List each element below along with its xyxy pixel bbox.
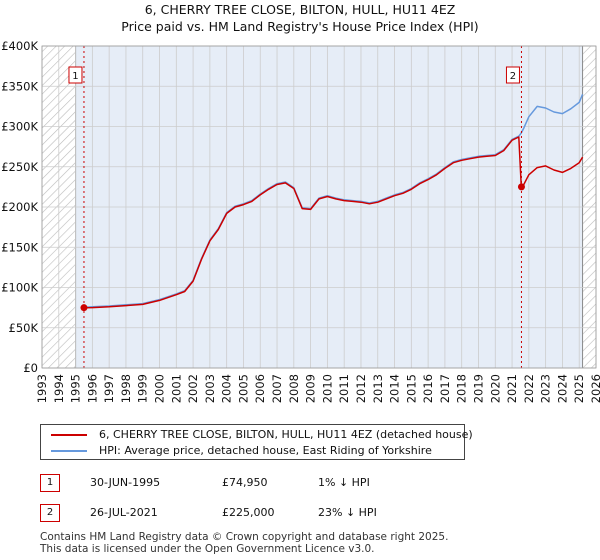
x-tick-label: 2006 xyxy=(253,374,267,403)
x-tick-label: 2019 xyxy=(471,374,485,403)
sale-price: £74,950 xyxy=(222,476,268,489)
property-price-line xyxy=(83,136,584,309)
sale-number-badge: 1 xyxy=(40,474,60,492)
x-tick-label: 1997 xyxy=(102,374,116,403)
x-tick-label: 1998 xyxy=(119,374,133,403)
chart-legend: 6, CHERRY TREE CLOSE, BILTON, HULL, HU11… xyxy=(40,424,473,460)
x-tick-label: 1994 xyxy=(52,374,66,403)
y-tick-label: £200K xyxy=(1,200,38,214)
y-tick-label: £100K xyxy=(1,281,38,295)
sale-row-2: 2 26-JUL-2021 £225,000 23% ↓ HPI xyxy=(40,504,560,522)
legend-swatch-property xyxy=(51,434,87,436)
plot-frame xyxy=(41,45,597,369)
x-tick-label: 2001 xyxy=(169,374,183,403)
chart-title: 6, CHERRY TREE CLOSE, BILTON, HULL, HU11… xyxy=(0,1,600,35)
x-tick-label: 2012 xyxy=(354,374,368,403)
y-tick-label: £400K xyxy=(1,39,38,53)
sale-point-1 xyxy=(80,304,88,312)
footer-copyright: Contains HM Land Registry data © Crown c… xyxy=(40,531,449,543)
legend-label-property: 6, CHERRY TREE CLOSE, BILTON, HULL, HU11… xyxy=(99,428,473,441)
x-tick-label: 1993 xyxy=(35,374,49,403)
x-tick-label: 2018 xyxy=(455,374,469,403)
x-tick-label: 2013 xyxy=(371,374,385,403)
x-tick-label: 1995 xyxy=(69,374,83,403)
y-tick-label: £250K xyxy=(1,160,38,174)
sale-price: £225,000 xyxy=(222,506,275,519)
footer-licence: This data is licensed under the Open Gov… xyxy=(40,543,375,555)
x-tick-label: 2008 xyxy=(287,374,301,403)
x-tick-label: 2000 xyxy=(153,374,167,403)
title-address: 6, CHERRY TREE CLOSE, BILTON, HULL, HU11… xyxy=(144,2,456,17)
x-tick-label: 2004 xyxy=(220,374,234,403)
x-tick-label: 2021 xyxy=(505,374,519,403)
sale-number-badge: 2 xyxy=(40,504,60,522)
x-tick-label: 2010 xyxy=(320,374,334,403)
price-chart: 1 2 £0 £50K £100K £150K £200K £250K £300K £350K £… xyxy=(1,39,600,403)
x-tick-label: 2011 xyxy=(337,374,351,403)
title-subtitle: Price paid vs. HM Land Registry's House … xyxy=(121,19,479,34)
x-tick-label: 2020 xyxy=(488,374,502,403)
x-tick-label: 1999 xyxy=(136,374,150,403)
x-tick-label: 2017 xyxy=(438,374,452,403)
x-tick-label: 2007 xyxy=(270,374,284,403)
x-tick-label: 2016 xyxy=(421,374,435,403)
sale-badge-label-2: 2 xyxy=(510,71,516,82)
x-tick-label: 2002 xyxy=(186,374,200,403)
x-tick-label: 2015 xyxy=(404,374,418,403)
legend-swatch-hpi xyxy=(51,450,87,452)
y-tick-label: £300K xyxy=(1,120,38,134)
x-tick-label: 2009 xyxy=(304,374,318,403)
x-tick-label: 2014 xyxy=(388,374,402,403)
sale-hpi-diff: 23% ↓ HPI xyxy=(318,506,377,519)
sale-hpi-diff: 1% ↓ HPI xyxy=(318,476,370,489)
x-tick-label: 2023 xyxy=(539,374,553,403)
y-tick-label: £50K xyxy=(9,321,39,335)
x-tick-label: 2025 xyxy=(572,374,586,403)
sale-badge-2 xyxy=(505,66,520,84)
x-tick-label: 2005 xyxy=(236,374,250,403)
x-tick-label: 1996 xyxy=(85,374,99,403)
x-tick-label: 2026 xyxy=(589,374,600,403)
legend-label-hpi: HPI: Average price, detached house, East… xyxy=(99,444,432,457)
x-tick-label: 2003 xyxy=(203,374,217,403)
y-tick-label: £0 xyxy=(23,361,38,375)
sale-date: 26-JUL-2021 xyxy=(90,506,158,519)
sale-point-2 xyxy=(517,183,525,191)
y-tick-label: £350K xyxy=(1,79,38,93)
sale-date: 30-JUN-1995 xyxy=(90,476,161,489)
sale-badge-1 xyxy=(68,66,83,84)
sale-badge-label-1: 1 xyxy=(72,71,78,82)
sale-row-1: 1 30-JUN-1995 £74,950 1% ↓ HPI xyxy=(40,474,560,492)
y-tick-label: £150K xyxy=(1,240,38,254)
x-tick-label: 2022 xyxy=(522,374,536,403)
x-tick-label: 2024 xyxy=(555,374,569,403)
